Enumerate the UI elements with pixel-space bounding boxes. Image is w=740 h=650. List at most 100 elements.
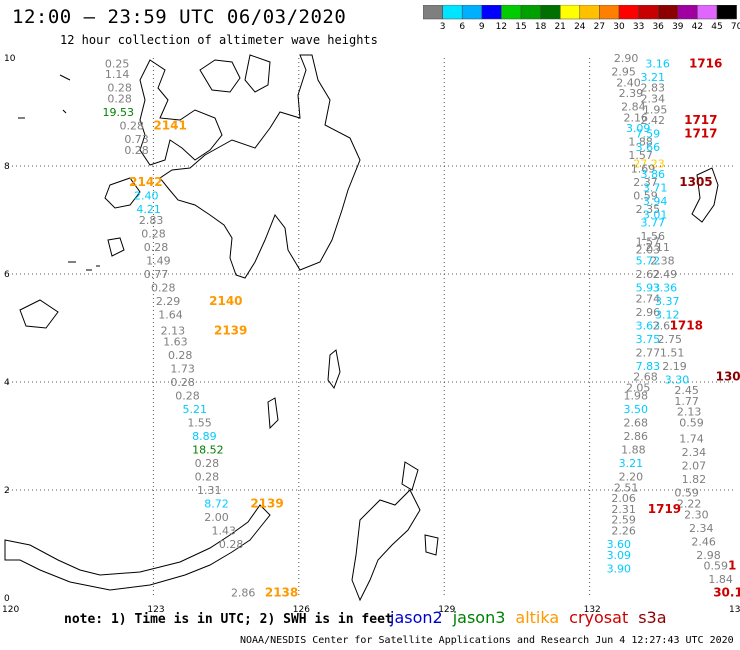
wave-height-label: 0.59 <box>674 487 699 500</box>
wave-height-label: 1.88 <box>628 136 653 149</box>
wave-height-label: 0.28 <box>141 228 166 241</box>
x-tick-label: 129 <box>438 605 455 615</box>
wave-height-label: 5.93 <box>636 282 661 295</box>
wave-height-label: 3.75 <box>636 333 661 346</box>
wave-height-label: 2.16 <box>624 111 649 124</box>
wave-height-label: 0.28 <box>107 93 131 106</box>
colorbar-label: 9 <box>478 22 485 32</box>
coastline <box>159 54 361 279</box>
wave-height-label: 3.21 <box>640 71 665 84</box>
wave-height-label: 2.39 <box>619 87 644 100</box>
wave-height-label: 3.16 <box>645 57 670 70</box>
wave-height-label: 0.59 <box>679 417 704 430</box>
wave-height-label: 2.11 <box>645 241 670 254</box>
pass-id-label: 1304 <box>716 370 740 384</box>
wave-height-label: 4.21 <box>136 203 161 216</box>
wave-height-label: 5.72 <box>636 255 661 268</box>
pass-id-label: 1718 <box>670 318 703 332</box>
colorbar-label: 33 <box>632 22 645 32</box>
coastline <box>68 261 100 271</box>
wave-height-label: 2.30 <box>684 508 709 521</box>
wave-height-label: 2.40 <box>134 190 159 203</box>
pass-id-label: 1719 <box>648 502 681 516</box>
wave-height-label: 3.71 <box>643 182 668 195</box>
wave-height-label: 1.82 <box>682 473 707 486</box>
wave-height-label: 2.95 <box>611 66 636 79</box>
wave-height-label: 19.53 <box>103 106 135 119</box>
satellite-legend: jason2 jason3 altika cryosat s3a <box>390 608 677 627</box>
wave-height-label: 3.60 <box>607 538 632 551</box>
wave-height-label: 2.05 <box>626 381 651 394</box>
wave-height-label: 2.83 <box>640 82 665 95</box>
wave-height-label: 3.12 <box>655 309 680 322</box>
wave-height-label: 1.74 <box>679 433 704 446</box>
colorbar-label: 21 <box>554 22 566 32</box>
wave-height-label: 2.68 <box>624 417 649 430</box>
colorbar-label: 42 <box>691 22 704 32</box>
wave-height-label: 1.77 <box>674 395 699 408</box>
wave-height-label: 7.83 <box>636 360 661 373</box>
wave-height-label: 2.03 <box>636 244 661 257</box>
wave-height-label: 2.34 <box>682 446 707 459</box>
colorbar-label: 24 <box>574 22 586 32</box>
wave-height-label: 3.21 <box>619 457 644 470</box>
y-tick-label: 0 <box>4 594 10 604</box>
wave-height-label: 0.28 <box>175 390 200 403</box>
y-tick-label: 4 <box>4 378 10 388</box>
x-tick-label: 135 <box>729 605 740 615</box>
wave-height-label: 2.42 <box>640 114 665 127</box>
wave-height-label: 1.14 <box>105 68 130 81</box>
y-tick-label: 6 <box>4 270 10 280</box>
legend-cryosat: cryosat <box>569 608 629 627</box>
wave-height-label: 1.31 <box>197 484 222 497</box>
coastline <box>401 461 419 491</box>
wave-height-label: 8.89 <box>192 430 217 443</box>
wave-height-label: 1.84 <box>708 573 733 586</box>
coastline <box>327 349 341 390</box>
wave-height-label: 3.36 <box>653 282 678 295</box>
wave-height-label: 2.26 <box>611 525 636 538</box>
pass-id-label: 1717 <box>684 113 717 127</box>
pass-id-label: 2141 <box>153 119 186 133</box>
colorbar-label: 18 <box>534 22 547 32</box>
wave-height-label: 0.28 <box>107 82 131 95</box>
wave-height-label: 7.59 <box>636 128 661 141</box>
wave-height-label: 18.52 <box>192 444 224 457</box>
wave-height-label: 1.69 <box>631 163 656 176</box>
coastline <box>199 59 241 93</box>
pass-id-label: 2138 <box>265 586 298 600</box>
wave-height-label: 1.63 <box>163 336 188 349</box>
coastline <box>4 504 271 591</box>
wave-height-label: 2.45 <box>674 384 699 397</box>
footnote: note: 1) Time is in UTC; 2) SWH is in fe… <box>64 612 393 627</box>
chart-title: 12:00 – 23:59 UTC 06/03/2020 <box>12 6 347 28</box>
wave-height-label: 2.00 <box>204 511 229 524</box>
wave-height-label: 2.96 <box>636 306 661 319</box>
wave-height-label: 1.98 <box>624 390 649 403</box>
y-tick-label: 2 <box>4 486 10 496</box>
wave-height-label: 0.28 <box>144 241 169 254</box>
wave-height-label: 0.25 <box>105 57 130 70</box>
x-tick-label: 120 <box>2 605 19 615</box>
wave-height-label: 0.77 <box>144 268 169 281</box>
wave-height-label: 2.84 <box>621 101 646 114</box>
legend-jason2: jason2 <box>390 608 443 627</box>
pass-id-label: 30.14 <box>713 586 740 600</box>
coastline <box>267 397 279 430</box>
wave-height-label: 2.38 <box>650 255 675 268</box>
colorbar-label: 36 <box>652 22 664 32</box>
wave-height-label: 0.28 <box>195 471 220 484</box>
colorbar-label: 15 <box>515 22 527 32</box>
wave-height-label: 2.83 <box>139 214 164 227</box>
wave-height-label: 2.34 <box>640 93 665 106</box>
pass-id-label: 1717 <box>684 127 717 141</box>
wave-height-label: 3.09 <box>626 122 651 135</box>
coastline <box>244 54 271 93</box>
wave-height-label: 2.46 <box>691 535 716 548</box>
pass-id-label: 1305 <box>679 175 712 189</box>
wave-height-label: 1.56 <box>640 230 665 243</box>
coastline <box>139 59 223 166</box>
coastlines <box>4 54 719 602</box>
wave-height-label: 2.98 <box>696 549 721 562</box>
